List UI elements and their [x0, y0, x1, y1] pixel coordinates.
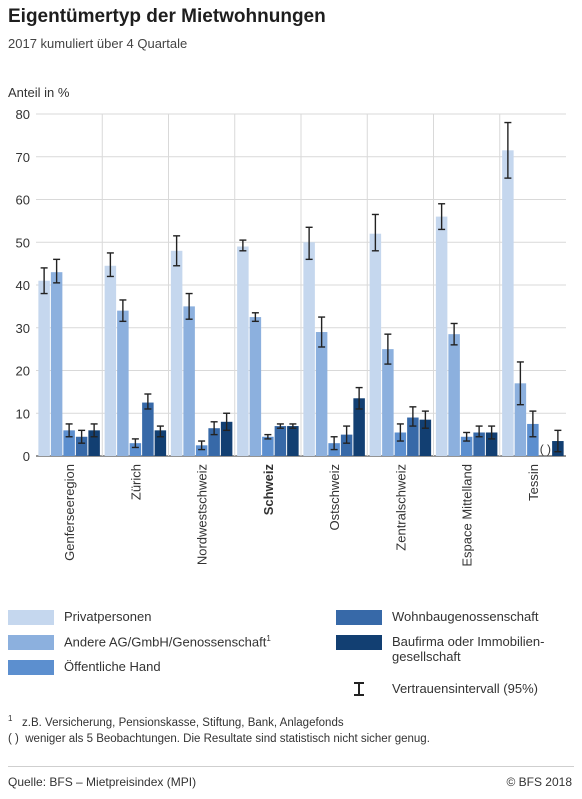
error-bar-icon [336, 681, 382, 697]
bar [129, 443, 142, 456]
copyright-text: © BFS 2018 [506, 775, 572, 789]
bar [394, 432, 407, 456]
y-tick-label: 20 [16, 364, 30, 379]
bar [50, 272, 63, 456]
bar [249, 317, 262, 456]
y-tick-label: 40 [16, 278, 30, 293]
legend-label: Privatpersonen [64, 609, 152, 624]
bar [142, 402, 154, 456]
source-text: Quelle: BFS – Mietpreisindex (MPI) [8, 775, 197, 789]
bar [485, 432, 498, 456]
footnote-2: ( ) weniger als 5 Beobachtungen. Die Res… [8, 733, 430, 745]
bar [382, 349, 394, 456]
bar [274, 426, 287, 456]
bar [315, 332, 328, 456]
legend-item-confidence-interval: Vertrauensintervall (95%) [336, 681, 538, 697]
legend-swatch [8, 660, 54, 675]
bar [104, 265, 117, 456]
legend-item-wohnbaugenossenschaft: Wohnbaugenossenschaft [336, 609, 538, 625]
bar [195, 445, 208, 456]
bar [448, 334, 460, 456]
bar [38, 280, 50, 456]
legend-item-oeffentliche-hand: Öffentliche Hand [8, 659, 161, 675]
y-tick-label: 60 [16, 193, 30, 208]
y-tick-label: 50 [16, 235, 30, 250]
bar [527, 423, 539, 456]
bar [237, 246, 249, 456]
bar [117, 310, 129, 456]
y-tick-label: 30 [16, 321, 30, 336]
bar [303, 242, 315, 456]
legend-label: Wohnbaugenossenschaft [392, 609, 539, 624]
bar [514, 383, 527, 456]
bar [419, 419, 432, 456]
y-tick-label: 10 [16, 406, 30, 421]
legend-label: Baufirma oder Immobilien-gesellschaft [392, 634, 545, 664]
legend-swatch [8, 635, 54, 650]
bar [208, 428, 220, 456]
bar [88, 430, 100, 456]
x-tick-label: Zentralschweiz [393, 464, 408, 551]
bar [170, 250, 183, 456]
legend-item-privatpersonen: Privatpersonen [8, 609, 151, 625]
bar [502, 150, 514, 456]
annotation-label: ( ) [540, 442, 551, 456]
bar [220, 421, 233, 456]
y-tick-label: 70 [16, 150, 30, 165]
legend-label: Öffentliche Hand [64, 659, 161, 674]
bar [75, 436, 88, 456]
x-tick-label: Nordwestschweiz [195, 464, 210, 565]
bar [369, 233, 382, 456]
x-tick-label: Tessin [526, 464, 541, 501]
bar [473, 432, 485, 456]
bar [262, 436, 274, 456]
footer-divider [8, 766, 574, 767]
bar [183, 306, 195, 456]
bar [63, 430, 75, 456]
y-axis-label: Anteil in % [8, 85, 70, 100]
bar [435, 216, 448, 456]
bar [340, 434, 353, 456]
footnote-1: 1 z.B. Versicherung, Pensionskasse, Stif… [8, 714, 344, 729]
chart-title: Eigentümertyp der Mietwohnungen [8, 6, 326, 27]
legend-swatch [336, 610, 382, 625]
legend-label: Vertrauensintervall (95%) [392, 681, 538, 696]
x-tick-label: Espace Mittelland [460, 464, 475, 567]
y-tick-label: 80 [16, 107, 30, 122]
legend-item-baufirma: Baufirma oder Immobilien-gesellschaft [336, 634, 544, 664]
bar [287, 426, 299, 456]
legend-swatch [336, 635, 382, 650]
bar-chart: 0 10 20 30 40 50 60 70 80 Genferseeregion Zürich No… [16, 107, 566, 567]
bar [154, 430, 167, 456]
y-tick-label: 0 [23, 449, 30, 464]
legend-item-andere-ag: Andere AG/GmbH/Genossenschaft1 [8, 634, 271, 650]
x-tick-label: Genferseeregion [62, 464, 77, 561]
bar [407, 417, 419, 456]
x-tick-label: Ostschweiz [327, 464, 342, 530]
x-tick-label: Zürich [128, 464, 143, 500]
bar [460, 436, 473, 456]
chart-subtitle: 2017 kumuliert über 4 Quartale [8, 36, 188, 51]
x-tick-label: Schweiz [261, 464, 276, 516]
legend-label: Andere AG/GmbH/Genossenschaft1 [64, 634, 271, 650]
bar [353, 398, 365, 456]
legend-swatch [8, 610, 54, 625]
